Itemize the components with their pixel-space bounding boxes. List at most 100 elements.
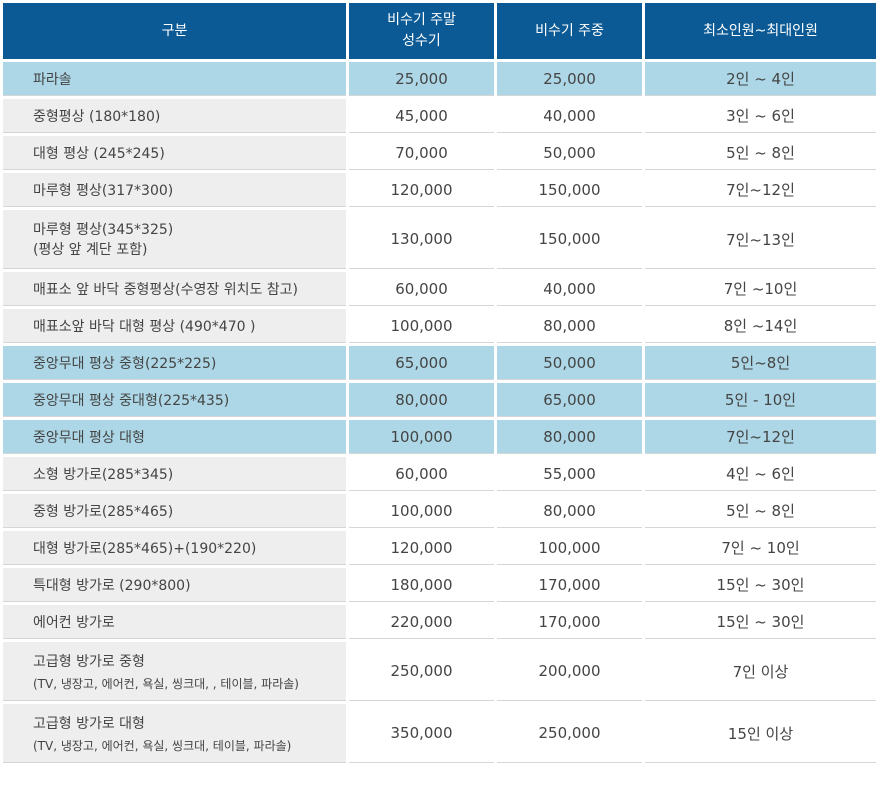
row-name-label: 소형 방가로(285*345) bbox=[33, 466, 174, 483]
row-weekday: 200,000 bbox=[497, 642, 642, 701]
row-weekday: 100,000 bbox=[497, 531, 642, 565]
table-row: 중앙무대 평상 중형(225*225) 65,000 50,000 5인~8인 bbox=[3, 346, 876, 380]
row-weekend: 100,000 bbox=[349, 309, 494, 343]
row-weekday: 50,000 bbox=[497, 136, 642, 170]
row-name-label: 특대형 방가로 (290*800) bbox=[33, 577, 191, 594]
row-capacity: 7인~12인 bbox=[645, 173, 876, 207]
row-name-label: 마루형 평상(317*300) bbox=[33, 182, 174, 199]
row-name-label: 중앙무대 평상 중형(225*225) bbox=[33, 355, 217, 372]
row-name: 고급형 방가로 대형 (TV, 냉장고, 에어컨, 욕실, 씽크대, 테이블, 파… bbox=[3, 704, 346, 763]
table-row: 소형 방가로(285*345) 60,000 55,000 4인 ~ 6인 bbox=[3, 457, 876, 491]
row-name: 중형 방가로(285*465) bbox=[3, 494, 346, 528]
row-name-note: (TV, 냉장고, 에어컨, 욕실, 씽크대, , 테이블, 파라솔) bbox=[33, 676, 299, 691]
row-weekend: 80,000 bbox=[349, 383, 494, 417]
table-row: 중형평상 (180*180) 45,000 40,000 3인 ~ 6인 bbox=[3, 99, 876, 133]
table-row: 에어컨 방가로 220,000 170,000 15인 ~ 30인 bbox=[3, 605, 876, 639]
row-capacity: 4인 ~ 6인 bbox=[645, 457, 876, 491]
row-weekday: 250,000 bbox=[497, 704, 642, 763]
row-name: 특대형 방가로 (290*800) bbox=[3, 568, 346, 602]
table-row: 매표소 앞 바닥 중형평상(수영장 위치도 참고) 60,000 40,000 7인 … bbox=[3, 272, 876, 306]
row-weekday: 50,000 bbox=[497, 346, 642, 380]
row-capacity: 5인 ~ 8인 bbox=[645, 494, 876, 528]
row-name-label: 대형 평상 (245*245) bbox=[33, 145, 165, 162]
row-name: 대형 방가로(285*465)+(190*220) bbox=[3, 531, 346, 565]
row-name: 대형 평상 (245*245) bbox=[3, 136, 346, 170]
row-name: 중형평상 (180*180) bbox=[3, 99, 346, 133]
row-name-label: 파라솔 bbox=[33, 71, 72, 88]
row-weekday: 65,000 bbox=[497, 383, 642, 417]
row-capacity: 7인 ~ 10인 bbox=[645, 531, 876, 565]
row-name-label: 고급형 방가로 대형 bbox=[33, 715, 145, 732]
row-name: 중앙무대 평상 대형 bbox=[3, 420, 346, 454]
row-weekend: 60,000 bbox=[349, 272, 494, 306]
row-name: 고급형 방가로 중형 (TV, 냉장고, 에어컨, 욕실, 씽크대, , 테이블,… bbox=[3, 642, 346, 701]
table-row: 중앙무대 평상 중대형(225*435) 80,000 65,000 5인 - 10인 bbox=[3, 383, 876, 417]
row-weekday: 40,000 bbox=[497, 99, 642, 133]
row-weekday: 25,000 bbox=[497, 62, 642, 96]
row-capacity: 5인~8인 bbox=[645, 346, 876, 380]
row-weekend: 100,000 bbox=[349, 420, 494, 454]
row-capacity: 15인 ~ 30인 bbox=[645, 605, 876, 639]
row-weekend: 70,000 bbox=[349, 136, 494, 170]
row-weekend: 60,000 bbox=[349, 457, 494, 491]
row-weekday: 80,000 bbox=[497, 494, 642, 528]
row-weekend: 45,000 bbox=[349, 99, 494, 133]
row-name-label: 에어컨 방가로 bbox=[33, 614, 115, 631]
table-row: 중앙무대 평상 대형 100,000 80,000 7인~12인 bbox=[3, 420, 876, 454]
row-capacity: 7인 ~10인 bbox=[645, 272, 876, 306]
row-capacity: 8인 ~14인 bbox=[645, 309, 876, 343]
row-weekend: 65,000 bbox=[349, 346, 494, 380]
row-weekend: 130,000 bbox=[349, 210, 494, 269]
row-name-label: 매표소 앞 바닥 중형평상(수영장 위치도 참고) bbox=[33, 281, 299, 298]
row-name: 마루형 평상(345*325) (평상 앞 계단 포함) bbox=[3, 210, 346, 269]
row-name: 에어컨 방가로 bbox=[3, 605, 346, 639]
row-weekday: 170,000 bbox=[497, 605, 642, 639]
row-weekday: 80,000 bbox=[497, 420, 642, 454]
table-row: 고급형 방가로 중형 (TV, 냉장고, 에어컨, 욕실, 씽크대, , 테이블,… bbox=[3, 642, 876, 701]
row-name: 중앙무대 평상 중대형(225*435) bbox=[3, 383, 346, 417]
row-weekend: 350,000 bbox=[349, 704, 494, 763]
row-weekend: 220,000 bbox=[349, 605, 494, 639]
table-row: 파라솔 25,000 25,000 2인 ~ 4인 bbox=[3, 62, 876, 96]
table-row: 대형 방가로(285*465)+(190*220) 120,000 100,000 7… bbox=[3, 531, 876, 565]
row-capacity: 5인 - 10인 bbox=[645, 383, 876, 417]
row-weekday: 150,000 bbox=[497, 173, 642, 207]
row-capacity: 15인 ~ 30인 bbox=[645, 568, 876, 602]
header-offseason-weekend: 비수기 주말 성수기 bbox=[349, 3, 494, 59]
header-offseason-weekday: 비수기 주중 bbox=[497, 3, 642, 59]
row-weekend: 250,000 bbox=[349, 642, 494, 701]
table-row: 대형 평상 (245*245) 70,000 50,000 5인 ~ 8인 bbox=[3, 136, 876, 170]
row-name-note: (TV, 냉장고, 에어컨, 욕실, 씽크대, 테이블, 파라솔) bbox=[33, 738, 292, 753]
row-name-label: 중앙무대 평상 중대형(225*435) bbox=[33, 392, 230, 409]
row-capacity: 5인 ~ 8인 bbox=[645, 136, 876, 170]
row-name-label: 마루형 평상(345*325) bbox=[33, 222, 174, 238]
row-weekend: 120,000 bbox=[349, 173, 494, 207]
row-capacity: 2인 ~ 4인 bbox=[645, 62, 876, 96]
table-row: 마루형 평상(317*300) 120,000 150,000 7인~12인 bbox=[3, 173, 876, 207]
row-name: 매표소 앞 바닥 중형평상(수영장 위치도 참고) bbox=[3, 272, 346, 306]
row-capacity: 7인 이상 bbox=[645, 642, 876, 701]
table-row: 고급형 방가로 대형 (TV, 냉장고, 에어컨, 욕실, 씽크대, 테이블, 파… bbox=[3, 704, 876, 763]
row-name-label: 매표소앞 바닥 대형 평상 (490*470 ) bbox=[33, 318, 256, 335]
row-capacity: 3인 ~ 6인 bbox=[645, 99, 876, 133]
row-name-label: 중형 방가로(285*465) bbox=[33, 503, 174, 520]
header-category: 구분 bbox=[3, 3, 346, 59]
header-capacity: 최소인원~최대인원 bbox=[645, 3, 876, 59]
row-name-label: 중형평상 (180*180) bbox=[33, 108, 161, 125]
header-row: 구분 비수기 주말 성수기 비수기 주중 최소인원~최대인원 bbox=[3, 3, 876, 59]
row-name-line2: (평상 앞 계단 포함) bbox=[33, 242, 148, 258]
row-weekend: 100,000 bbox=[349, 494, 494, 528]
header-offseason-weekend-line1: 비수기 주말 bbox=[387, 12, 456, 28]
row-name: 중앙무대 평상 중형(225*225) bbox=[3, 346, 346, 380]
row-weekend: 180,000 bbox=[349, 568, 494, 602]
row-name: 마루형 평상(317*300) bbox=[3, 173, 346, 207]
row-weekday: 170,000 bbox=[497, 568, 642, 602]
table-row: 매표소앞 바닥 대형 평상 (490*470 ) 100,000 80,000 8인 … bbox=[3, 309, 876, 343]
header-offseason-weekend-line2: 성수기 bbox=[402, 33, 441, 49]
row-weekday: 55,000 bbox=[497, 457, 642, 491]
row-capacity: 7인~13인 bbox=[645, 210, 876, 269]
row-weekend: 25,000 bbox=[349, 62, 494, 96]
row-capacity: 7인~12인 bbox=[645, 420, 876, 454]
price-table: 구분 비수기 주말 성수기 비수기 주중 최소인원~최대인원 파라솔 25,000… bbox=[3, 3, 876, 763]
table-row: 마루형 평상(345*325) (평상 앞 계단 포함) 130,000 150,00… bbox=[3, 210, 876, 269]
